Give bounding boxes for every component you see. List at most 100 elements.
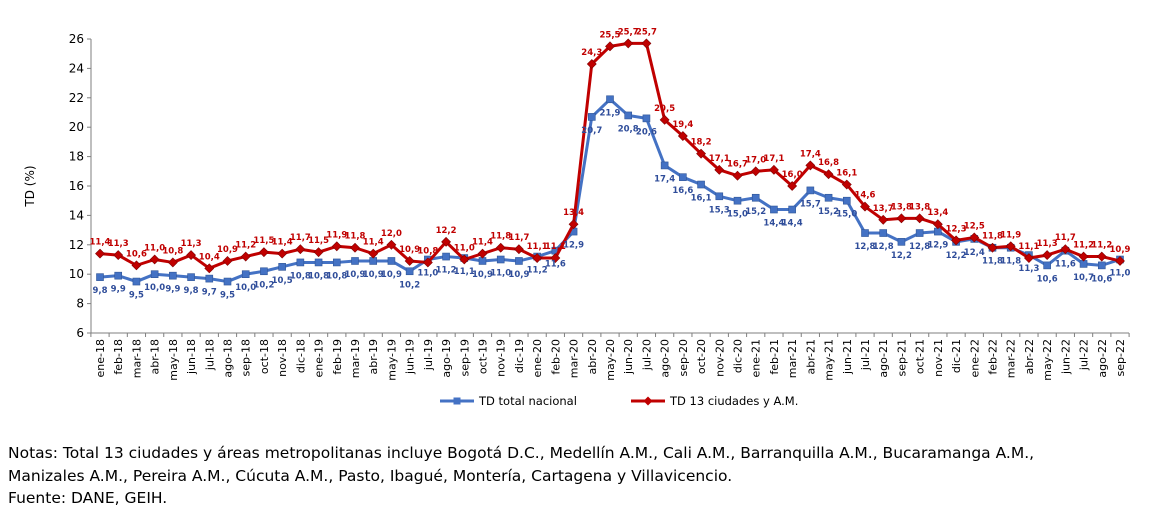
x-tick-label: jun-21 — [841, 339, 854, 375]
data-label-red: 10,9 — [217, 245, 238, 255]
data-point-square — [842, 196, 851, 205]
data-label-red: 11,4 — [272, 238, 293, 248]
x-tick-label: abr-21 — [804, 339, 817, 375]
data-point-square — [496, 255, 505, 264]
x-tick-label: jul-19 — [422, 339, 435, 371]
data-point-diamond — [1115, 256, 1125, 266]
x-tick-label: oct-20 — [695, 339, 708, 374]
data-point-diamond — [167, 257, 178, 268]
x-tick-label: sep-21 — [895, 339, 908, 376]
data-point-square — [1097, 261, 1106, 270]
x-tick-label: sep-18 — [240, 339, 253, 376]
x-tick-label: mar-22 — [1005, 339, 1018, 378]
data-label-red: 10,8 — [162, 246, 183, 256]
data-point-diamond — [1024, 253, 1034, 263]
y-tick-label: 20 — [69, 120, 84, 134]
data-label-red: 11,4 — [90, 238, 111, 248]
data-label-blue: 11,6 — [545, 260, 566, 270]
data-point-square — [697, 180, 705, 189]
x-tick-label: mar-18 — [130, 339, 143, 378]
data-point-diamond — [951, 235, 961, 246]
data-point-diamond — [477, 248, 488, 259]
data-point-diamond — [932, 219, 943, 230]
data-label-red: 10,6 — [126, 249, 147, 259]
legend-marker-diamond — [643, 396, 653, 406]
data-point-diamond — [113, 250, 124, 261]
data-label-red: 20,5 — [654, 104, 675, 114]
notes-source: Fuente: DANE, GEIH. — [8, 489, 168, 507]
data-point-square — [515, 257, 523, 265]
data-label-red: 13,4 — [563, 208, 584, 218]
x-tick-label: jul-21 — [859, 339, 872, 371]
data-point-diamond — [368, 248, 379, 259]
data-label-blue: 15,2 — [818, 207, 839, 217]
data-point-diamond — [969, 232, 980, 243]
data-point-square — [788, 205, 796, 214]
data-label-blue: 15,7 — [800, 199, 821, 209]
data-point-square — [751, 193, 760, 202]
data-label-blue: 11,6 — [1055, 260, 1076, 270]
data-label-red: 11,9 — [326, 230, 347, 240]
data-point-diamond — [186, 250, 196, 261]
data-point-diamond — [1042, 250, 1053, 261]
data-point-square — [606, 95, 614, 104]
x-tick-label: oct-18 — [258, 339, 271, 374]
data-point-diamond — [1060, 244, 1071, 255]
data-point-diamond — [204, 263, 215, 274]
data-label-red: 13,4 — [927, 208, 948, 218]
data-point-diamond — [495, 242, 506, 253]
data-label-red: 11,7 — [508, 233, 529, 243]
data-point-diamond — [149, 254, 160, 265]
x-tick-label: abr-18 — [149, 339, 162, 375]
data-label-red: 11,8 — [345, 232, 366, 242]
data-label-blue: 9,8 — [184, 286, 199, 296]
data-label-blue: 10,8 — [290, 271, 311, 281]
data-point-square — [150, 270, 159, 279]
data-point-diamond — [787, 181, 798, 191]
x-tick-label: may-20 — [604, 339, 617, 381]
data-label-red: 11,5 — [253, 236, 274, 246]
y-tick-label: 10 — [69, 267, 84, 281]
data-point-square — [132, 277, 141, 286]
data-label-blue: 15,3 — [709, 205, 730, 215]
data-label-blue: 9,5 — [129, 291, 144, 301]
data-label-blue: 10,8 — [326, 271, 347, 281]
x-tick-label: mar-20 — [568, 339, 581, 378]
x-tick-label: ene-19 — [313, 339, 326, 377]
data-label-red: 12,5 — [964, 221, 985, 231]
data-point-square — [624, 111, 633, 120]
data-label-blue: 12,8 — [909, 242, 930, 252]
data-label-blue: 9,7 — [202, 288, 217, 298]
data-label-red: 11,5 — [308, 236, 329, 246]
data-point-diamond — [987, 242, 998, 253]
data-point-diamond — [386, 239, 397, 250]
data-label-blue: 12,2 — [891, 251, 912, 261]
data-point-diamond — [550, 253, 561, 263]
data-point-diamond — [568, 219, 579, 230]
data-label-blue: 12,9 — [927, 241, 948, 251]
data-point-diamond — [350, 242, 360, 253]
x-tick-label: may-21 — [823, 339, 836, 381]
x-tick-label: dic-21 — [950, 339, 963, 373]
x-tick-label: jul-18 — [203, 339, 216, 371]
data-point-square — [861, 229, 869, 237]
legend-label-td-total-nacional: TD total nacional — [478, 394, 577, 408]
data-label-red: 10,9 — [399, 245, 420, 255]
data-label-blue: 16,6 — [672, 186, 693, 196]
data-point-square — [715, 192, 724, 201]
data-label-red: 19,4 — [672, 120, 693, 130]
data-point-square — [296, 258, 305, 267]
x-tick-label: jun-18 — [185, 339, 198, 375]
data-point-diamond — [878, 214, 889, 225]
y-axis-title: TD (%) — [23, 165, 37, 207]
x-tick-label: feb-21 — [768, 339, 781, 375]
data-point-square — [915, 229, 924, 237]
data-label-blue: 14,4 — [782, 219, 803, 229]
data-point-diamond — [714, 164, 725, 175]
x-tick-label: feb-18 — [112, 339, 125, 375]
x-tick-label: jun-20 — [622, 339, 635, 375]
data-label-blue: 12,2 — [946, 251, 967, 261]
data-label-blue: 10,2 — [399, 280, 420, 290]
x-tick-label: jul-20 — [640, 339, 653, 371]
data-point-diamond — [259, 247, 269, 258]
